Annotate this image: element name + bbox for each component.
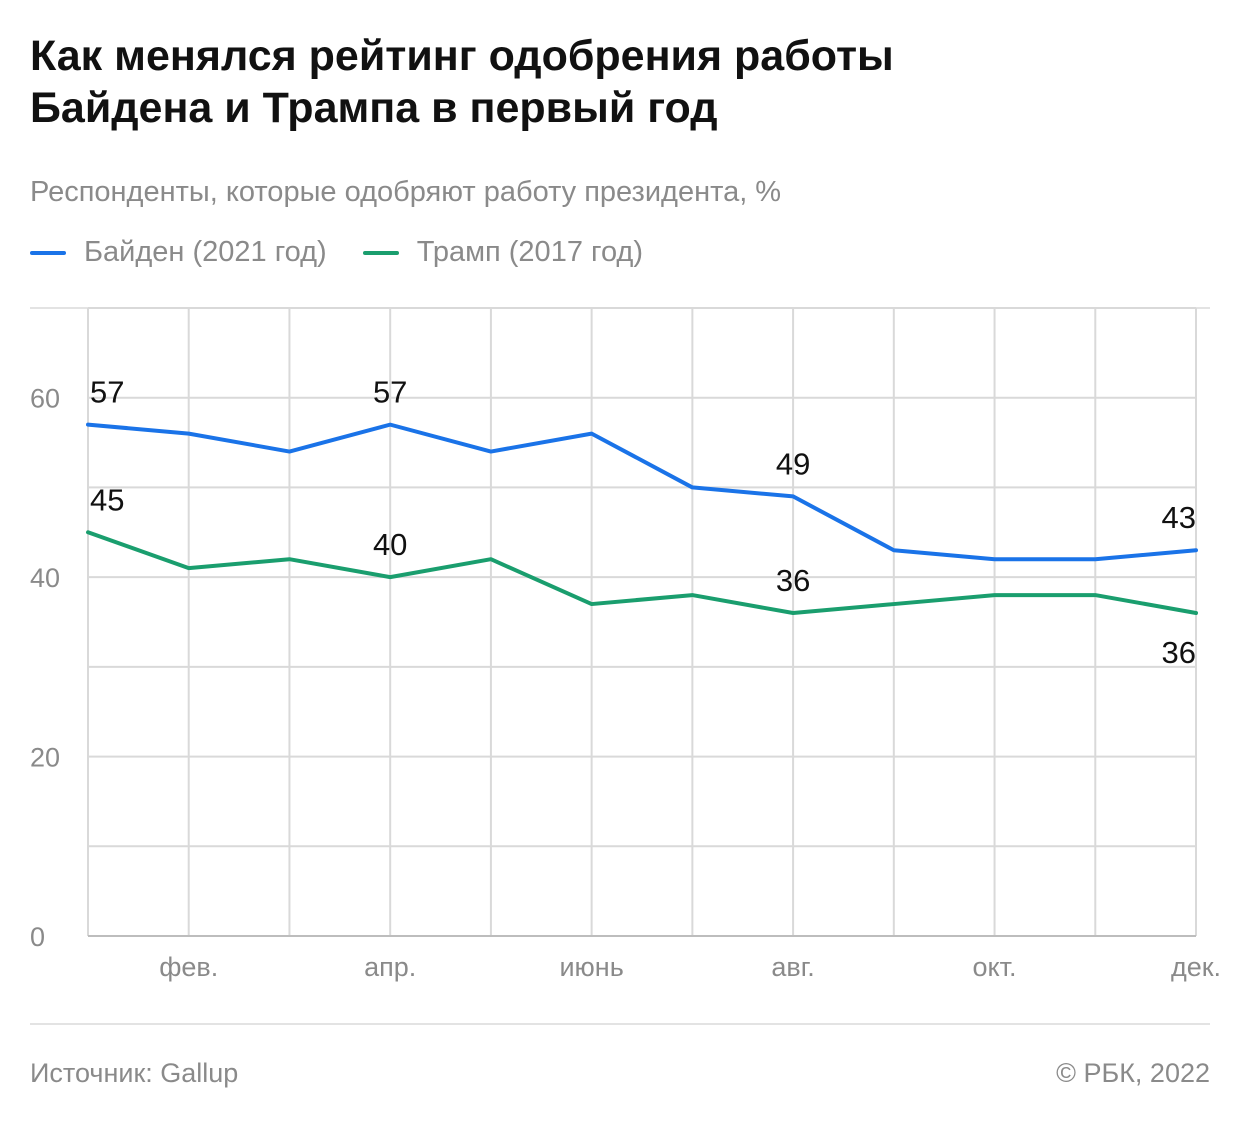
data-label-trump: 40 [373,527,407,562]
legend-swatch-biden [30,250,66,255]
data-label-biden: 57 [90,375,124,410]
chart-subtitle: Респонденты, которые одобряют работу пре… [30,176,782,208]
series-line-trump [86,530,1198,616]
x-tick-label: фев. [159,952,218,982]
legend-swatch-trump [362,250,399,255]
y-tick-label: 40 [30,563,60,593]
legend-item-trump: Трамп (2017 год) [362,236,644,269]
legend-item-biden: Байден (2021 год) [30,236,327,269]
series-line-biden [86,422,1198,562]
x-tick-label: апр. [364,952,416,982]
data-label-trump: 45 [90,482,124,517]
chart-title: Как менялся рейтинг одобрения работы Бай… [30,30,1210,134]
legend-label-trump: Трамп (2017 год) [416,236,644,268]
y-tick-label: 20 [30,743,60,773]
chart-title-line-1: Как менялся рейтинг одобрения работы [30,32,894,80]
x-tick-label: окт. [973,952,1017,982]
chart-title-line-2: Байдена и Трампа в первый год [30,84,718,132]
legend-label-biden: Байден (2021 год) [84,236,327,268]
x-tick-label: авг. [771,952,814,982]
line-chart: 0 20 40 60 фев. апр. июнь авг. окт. дек. 57 57 49 43 4… [30,307,1221,982]
data-label-biden: 49 [776,446,810,481]
x-tick-label: дек. [1171,952,1221,982]
x-tick-label: июнь [559,952,623,982]
source-note: Источник: Gallup [30,1058,239,1088]
y-tick-label: 0 [30,922,45,952]
bottom-divider [30,1023,1210,1025]
y-tick-label: 60 [30,384,60,414]
data-label-trump: 36 [776,563,810,598]
data-label-biden: 57 [373,375,407,410]
data-label-biden: 43 [1162,500,1196,535]
chart-legend: Байден (2021 год) Трамп (2017 год) [30,236,679,269]
copyright-note: © РБК, 2022 [1056,1058,1210,1088]
data-label-trump: 36 [1162,635,1196,670]
